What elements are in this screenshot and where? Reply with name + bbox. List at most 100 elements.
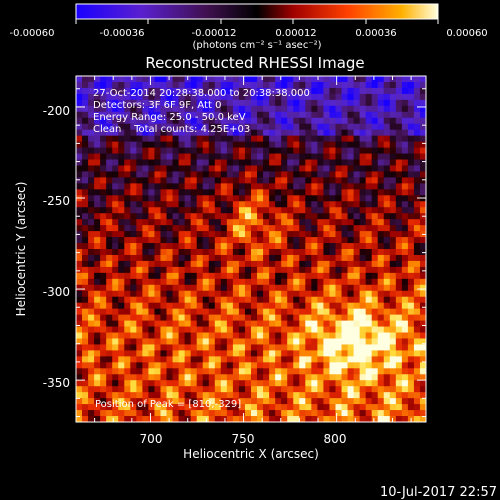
heatmap-cell: [269, 290, 276, 298]
heatmap-cell: [148, 243, 155, 250]
heatmap-cell: [251, 183, 258, 190]
heatmap-cell: [311, 165, 318, 172]
heatmap-cell: [130, 302, 137, 310]
heatmap-cell: [251, 272, 258, 280]
heatmap-cell: [281, 254, 288, 262]
heatmap-cell: [166, 296, 173, 304]
heatmap-cell: [154, 111, 161, 119]
heatmap-cell: [299, 302, 306, 310]
heatmap-cell: [329, 338, 336, 345]
heatmap-cell: [305, 231, 312, 238]
heatmap-cell: [341, 278, 348, 286]
heatmap-cell: [142, 356, 149, 363]
heatmap-cell: [287, 290, 294, 298]
heatmap-cell: [160, 153, 167, 160]
heatmap-cell: [124, 76, 131, 83]
heatmap-cell: [263, 416, 270, 423]
heatmap-cell: [220, 386, 228, 393]
heatmap-cell: [407, 338, 415, 345]
heatmap-cell: [419, 314, 427, 321]
heatmap-cell: [160, 225, 167, 232]
heatmap-cell: [244, 76, 252, 83]
heatmap-cell: [419, 266, 427, 274]
heatmap-cell: [317, 183, 324, 190]
heatmap-cell: [196, 350, 204, 357]
heatmap-cell: [365, 147, 373, 154]
heatmap-cell: [311, 201, 318, 208]
heatmap-cell: [407, 153, 415, 160]
heatmap-cell: [148, 76, 155, 83]
heatmap-cell: [269, 410, 276, 417]
heatmap-cell: [323, 350, 330, 357]
heatmap-cell: [154, 93, 161, 101]
heatmap-cell: [371, 260, 379, 268]
heatmap-cell: [160, 416, 167, 423]
heatmap-cell: [136, 398, 143, 405]
heatmap-cell: [160, 260, 167, 268]
heatmap-cell: [172, 344, 179, 351]
heatmap-cell: [166, 374, 173, 381]
heatmap-cell: [226, 141, 234, 148]
heatmap-cell: [275, 105, 282, 113]
heatmap-cell: [226, 380, 234, 387]
heatmap-cell: [118, 219, 125, 226]
heatmap-cell: [160, 105, 167, 113]
heatmap-cell: [88, 386, 95, 393]
heatmap-cell: [413, 165, 421, 172]
heatmap-cell: [82, 344, 89, 351]
heatmap-cell: [305, 207, 312, 214]
heatmap-cell: [94, 344, 101, 351]
heatmap-cell: [160, 111, 167, 119]
heatmap-cell: [347, 195, 354, 202]
heatmap-cell: [142, 314, 149, 321]
heatmap-cell: [112, 177, 119, 184]
heatmap-cell: [124, 117, 131, 125]
heatmap-cell: [317, 135, 324, 143]
heatmap-cell: [202, 225, 210, 232]
heatmap-cell: [82, 398, 89, 405]
heatmap-cell: [88, 93, 95, 101]
heatmap-cell: [329, 284, 336, 292]
heatmap-cell: [287, 296, 294, 304]
heatmap-cell: [106, 416, 113, 423]
heatmap-cell: [311, 111, 318, 119]
heatmap-cell: [196, 290, 204, 298]
heatmap-cell: [208, 410, 216, 417]
heatmap-cell: [106, 219, 113, 226]
heatmap-cell: [335, 344, 342, 351]
heatmap-cell: [154, 135, 161, 143]
heatmap-cell: [335, 362, 342, 369]
heatmap-cell: [172, 237, 179, 244]
heatmap-cell: [383, 159, 391, 166]
heatmap-cell: [118, 416, 125, 423]
heatmap-cell: [142, 338, 149, 345]
heatmap-cell: [136, 416, 143, 423]
heatmap-cell: [136, 338, 143, 345]
heatmap-cell: [118, 254, 125, 262]
heatmap-cell: [401, 111, 409, 119]
heatmap-cell: [257, 243, 264, 250]
heatmap-cell: [311, 129, 318, 137]
heatmap-cell: [317, 147, 324, 154]
heatmap-cell: [287, 117, 294, 125]
heatmap-cell: [130, 410, 137, 417]
heatmap-cell: [130, 165, 137, 172]
heatmap-cell: [208, 392, 216, 399]
heatmap-cell: [383, 183, 391, 190]
heatmap-cell: [395, 308, 403, 316]
heatmap-cell: [220, 350, 228, 357]
heatmap-cell: [323, 93, 330, 101]
heatmap-cell: [100, 81, 107, 89]
heatmap-cell: [190, 278, 198, 286]
heatmap-cell: [359, 266, 367, 274]
heatmap-cell: [106, 243, 113, 250]
heatmap-cell: [130, 129, 137, 137]
heatmap-cell: [82, 159, 89, 166]
heatmap-cell: [371, 81, 379, 89]
heatmap-cell: [347, 302, 354, 310]
heatmap-cell: [178, 266, 186, 274]
heatmap-cell: [293, 237, 300, 244]
heatmap-cell: [112, 147, 119, 154]
heatmap-cell: [251, 147, 258, 154]
heatmap-cell: [208, 272, 216, 280]
